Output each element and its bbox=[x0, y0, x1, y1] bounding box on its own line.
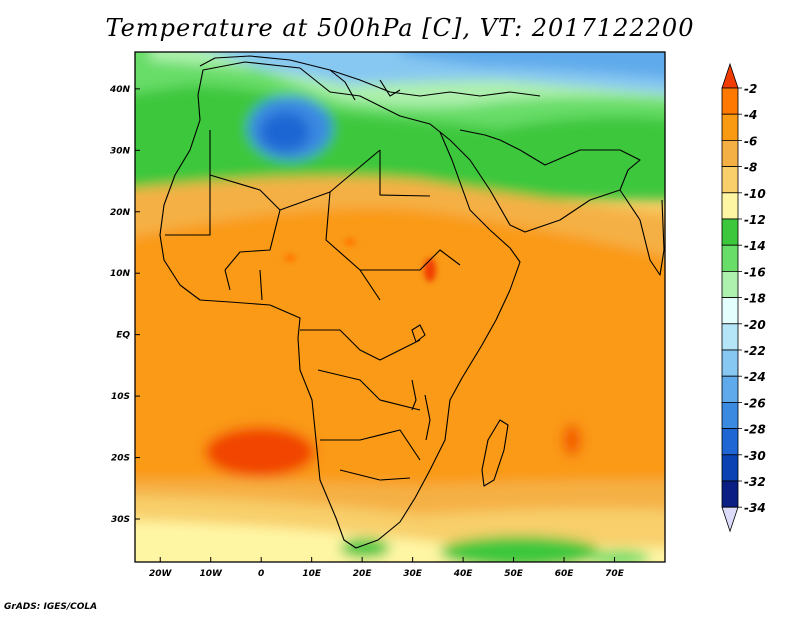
colorbar-label: -24 bbox=[744, 370, 766, 384]
colorbar-swatch bbox=[721, 192, 739, 220]
colorbar-label: -28 bbox=[744, 423, 766, 437]
y-axis: 40N 30N 20N 10N EQ 10S 20S 30S bbox=[109, 85, 140, 525]
colorbar-label: -12 bbox=[744, 213, 766, 227]
colorbar-swatch bbox=[721, 349, 739, 377]
colorbar-label: -16 bbox=[744, 265, 766, 279]
colorbar-bottom-arrow bbox=[721, 506, 739, 533]
y-tick-label: EQ bbox=[116, 331, 130, 341]
y-tick-label: 10N bbox=[110, 269, 131, 279]
y-tick-label: 30S bbox=[111, 515, 130, 525]
colorbar-top-arrow bbox=[721, 62, 739, 89]
colorbar-swatch bbox=[721, 297, 739, 325]
colorbar-swatch bbox=[721, 270, 739, 298]
x-tick-label: 10E bbox=[302, 569, 322, 579]
colorbar-label: -18 bbox=[744, 292, 766, 306]
colorbar-swatch bbox=[721, 244, 739, 272]
x-tick-label: 20W bbox=[149, 569, 173, 579]
colorbar-swatch bbox=[721, 218, 739, 246]
colorbar-swatch bbox=[721, 480, 739, 508]
colorbar-label: -20 bbox=[744, 318, 766, 332]
x-tick-label: 50E bbox=[504, 569, 524, 579]
x-tick-label: 70E bbox=[605, 569, 625, 579]
colorbar-label: -14 bbox=[744, 239, 766, 253]
colorbar-label: -2 bbox=[744, 82, 757, 96]
x-tick-label: 30E bbox=[403, 569, 423, 579]
x-tick-label: 20E bbox=[353, 569, 373, 579]
x-tick-label: 0 bbox=[258, 569, 264, 579]
colorbar-label: -32 bbox=[744, 475, 766, 489]
colorbar-swatch bbox=[721, 323, 739, 351]
y-tick-label: 10S bbox=[111, 392, 130, 402]
colorbar-label: -34 bbox=[744, 501, 766, 515]
colorbar-label: -8 bbox=[744, 161, 757, 175]
temperature-field bbox=[135, 52, 665, 562]
colorbar-label: -10 bbox=[744, 187, 766, 201]
x-tick-label: 40E bbox=[453, 569, 474, 579]
colorbar-label: -22 bbox=[744, 344, 766, 358]
colorbar-label: -4 bbox=[744, 108, 757, 122]
y-tick-label: 20N bbox=[110, 208, 131, 218]
colorbar-swatch bbox=[721, 375, 739, 403]
y-tick-label: 30N bbox=[110, 146, 131, 156]
colorbar-label: -30 bbox=[744, 449, 766, 463]
x-tick-label: 10W bbox=[199, 569, 223, 579]
colorbar-swatch bbox=[721, 428, 739, 456]
y-tick-label: 20S bbox=[111, 454, 130, 464]
colorbar: -2 -4 -6 -8 -10 -12 -14 -16 -18 -20 -22 -24 -26 -28 -3… bbox=[721, 62, 766, 533]
colorbar-swatch bbox=[721, 139, 739, 167]
colorbar-label: -6 bbox=[744, 134, 757, 148]
colorbar-label: -26 bbox=[744, 396, 766, 410]
colorbar-swatch bbox=[721, 113, 739, 141]
y-tick-label: 40N bbox=[109, 85, 131, 95]
x-tick-label: 60E bbox=[555, 569, 575, 579]
plot-frame bbox=[134, 51, 666, 563]
map-title: Temperature at 500hPa [C], VT: 201712220… bbox=[105, 14, 695, 42]
colorbar-swatch bbox=[721, 454, 739, 482]
colorbar-swatch bbox=[721, 166, 739, 194]
credit-label: GrADS: IGES/COLA bbox=[4, 602, 98, 612]
coastlines bbox=[159, 55, 665, 549]
x-axis: 20W 10W 0 10E 20E 30E 40E 50E 60E 70E bbox=[149, 557, 625, 579]
colorbar-swatch bbox=[721, 401, 739, 429]
colorbar-swatch bbox=[721, 87, 739, 115]
